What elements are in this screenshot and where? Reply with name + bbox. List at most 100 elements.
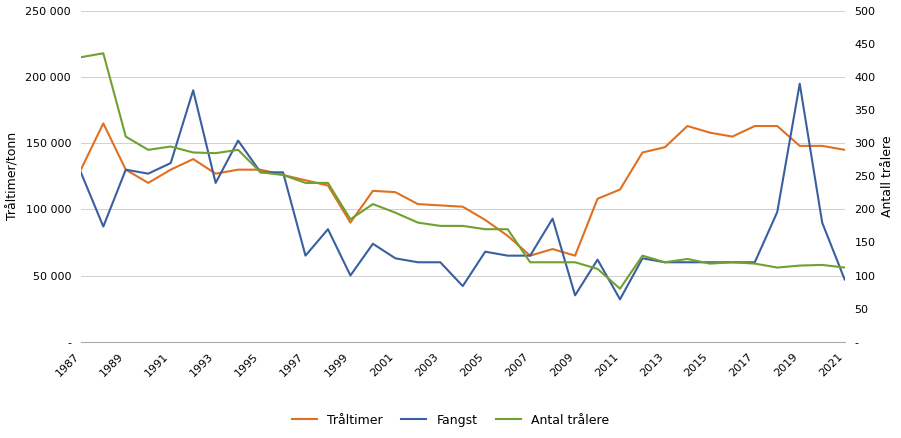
Fangst: [727, 260, 738, 265]
Fangst: [323, 226, 333, 232]
Fangst: [76, 170, 86, 175]
Tråltimer: [480, 217, 491, 223]
Antal trålere: [727, 260, 738, 265]
Fangst: [480, 249, 491, 254]
Antal trålere: [300, 180, 311, 186]
Fangst: [592, 257, 603, 262]
Fangst: [368, 241, 378, 247]
Tråltimer: [772, 124, 783, 129]
Antal trålere: [435, 223, 446, 229]
Fangst: [98, 224, 109, 229]
Fangst: [413, 260, 423, 265]
Line: Antal trålere: Antal trålere: [81, 53, 844, 289]
Fangst: [750, 260, 760, 265]
Fangst: [839, 277, 850, 282]
Tråltimer: [390, 190, 401, 195]
Fangst: [165, 160, 176, 166]
Tråltimer: [569, 253, 580, 258]
Tråltimer: [300, 178, 311, 183]
Tråltimer: [682, 124, 693, 129]
Fangst: [255, 170, 266, 175]
Fangst: [569, 293, 580, 298]
Antal trålere: [682, 256, 693, 261]
Tråltimer: [368, 188, 378, 194]
Line: Tråltimer: Tråltimer: [81, 124, 844, 256]
Tråltimer: [524, 253, 535, 258]
Antal trålere: [278, 172, 288, 177]
Fangst: [772, 209, 783, 215]
Fangst: [524, 253, 535, 258]
Antal trålere: [772, 265, 783, 270]
Tråltimer: [795, 143, 805, 148]
Antal trålere: [795, 263, 805, 268]
Antal trålere: [705, 261, 715, 266]
Tråltimer: [323, 183, 333, 188]
Tråltimer: [817, 143, 828, 148]
Antal trålere: [413, 220, 423, 225]
Fangst: [547, 216, 558, 221]
Antal trålere: [592, 266, 603, 272]
Antal trålere: [480, 226, 491, 232]
Fangst: [345, 273, 356, 278]
Antal trålere: [76, 55, 86, 60]
Fangst: [660, 260, 670, 265]
Antal trålere: [458, 223, 469, 229]
Antal trålere: [210, 151, 221, 156]
Antal trålere: [817, 262, 828, 268]
Tråltimer: [705, 130, 715, 135]
Fangst: [637, 256, 648, 261]
Tråltimer: [232, 167, 243, 172]
Tråltimer: [660, 145, 670, 150]
Antal trålere: [98, 51, 109, 56]
Antal trålere: [390, 210, 401, 215]
Antal trålere: [255, 170, 266, 175]
Fangst: [187, 88, 198, 93]
Tråltimer: [98, 121, 109, 126]
Y-axis label: Tråltimer/tonn: Tråltimer/tonn: [7, 132, 20, 220]
Legend: Tråltimer, Fangst, Antal trålere: Tråltimer, Fangst, Antal trålere: [287, 409, 614, 432]
Tråltimer: [76, 167, 86, 172]
Tråltimer: [121, 167, 132, 172]
Fangst: [817, 220, 828, 225]
Antal trålere: [143, 147, 154, 152]
Antal trålere: [232, 147, 243, 152]
Line: Fangst: Fangst: [81, 84, 844, 299]
Tråltimer: [637, 150, 648, 155]
Tråltimer: [255, 167, 266, 172]
Tråltimer: [278, 172, 288, 177]
Fangst: [705, 260, 715, 265]
Antal trålere: [323, 180, 333, 186]
Fangst: [502, 253, 513, 258]
Tråltimer: [345, 220, 356, 225]
Fangst: [232, 138, 243, 143]
Antal trålere: [547, 260, 558, 265]
Tråltimer: [210, 171, 221, 176]
Antal trålere: [368, 201, 378, 207]
Tråltimer: [614, 187, 625, 192]
Antal trålere: [660, 260, 670, 265]
Tråltimer: [502, 233, 513, 238]
Tråltimer: [435, 203, 446, 208]
Fangst: [435, 260, 446, 265]
Tråltimer: [727, 134, 738, 139]
Antal trålere: [614, 286, 625, 291]
Tråltimer: [750, 124, 760, 129]
Tråltimer: [547, 247, 558, 252]
Antal trålere: [165, 144, 176, 149]
Fangst: [458, 283, 469, 289]
Fangst: [143, 171, 154, 176]
Tråltimer: [839, 147, 850, 152]
Tråltimer: [458, 204, 469, 209]
Antal trålere: [750, 261, 760, 266]
Fangst: [121, 167, 132, 172]
Antal trålere: [569, 260, 580, 265]
Tråltimer: [592, 196, 603, 201]
Tråltimer: [413, 201, 423, 207]
Fangst: [614, 297, 625, 302]
Antal trålere: [637, 253, 648, 258]
Fangst: [278, 170, 288, 175]
Y-axis label: Antall trålere: Antall trålere: [881, 135, 894, 217]
Tråltimer: [165, 167, 176, 172]
Antal trålere: [187, 150, 198, 155]
Antal trålere: [345, 217, 356, 222]
